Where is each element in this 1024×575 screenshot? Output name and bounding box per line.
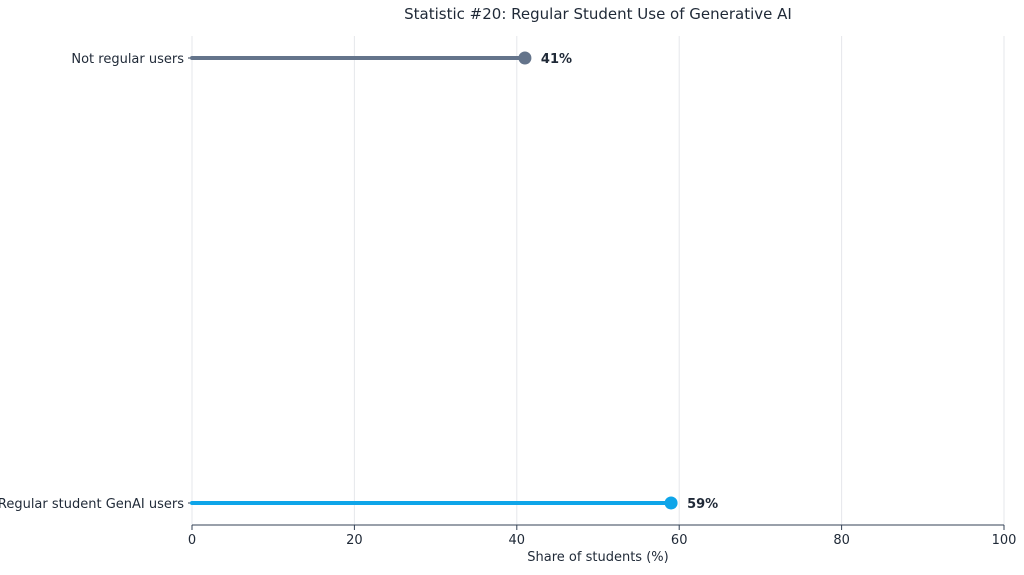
lollipop-dot bbox=[664, 496, 678, 510]
x-tick-label: 100 bbox=[992, 533, 1017, 548]
x-axis-label: Share of students (%) bbox=[527, 550, 668, 565]
x-tick-label: 40 bbox=[509, 533, 526, 548]
x-tick-label: 60 bbox=[671, 533, 688, 548]
category-label: Regular student GenAI users bbox=[0, 497, 184, 512]
chart-title: Statistic #20: Regular Student Use of Ge… bbox=[404, 5, 792, 23]
category-label: Not regular users bbox=[71, 52, 184, 67]
chart-marks: 41% 59% bbox=[190, 51, 718, 512]
x-axis: 0 20 40 60 80 100 Not regular users Regular stu… bbox=[0, 52, 1016, 548]
grid-lines bbox=[191, 36, 1005, 525]
x-tick-label: 20 bbox=[346, 533, 363, 548]
x-tick-label: 0 bbox=[188, 533, 196, 548]
value-label: 59% bbox=[687, 497, 718, 512]
value-label: 41% bbox=[541, 52, 572, 67]
lollipop-dot bbox=[518, 51, 532, 65]
x-tick-label: 80 bbox=[833, 533, 850, 548]
